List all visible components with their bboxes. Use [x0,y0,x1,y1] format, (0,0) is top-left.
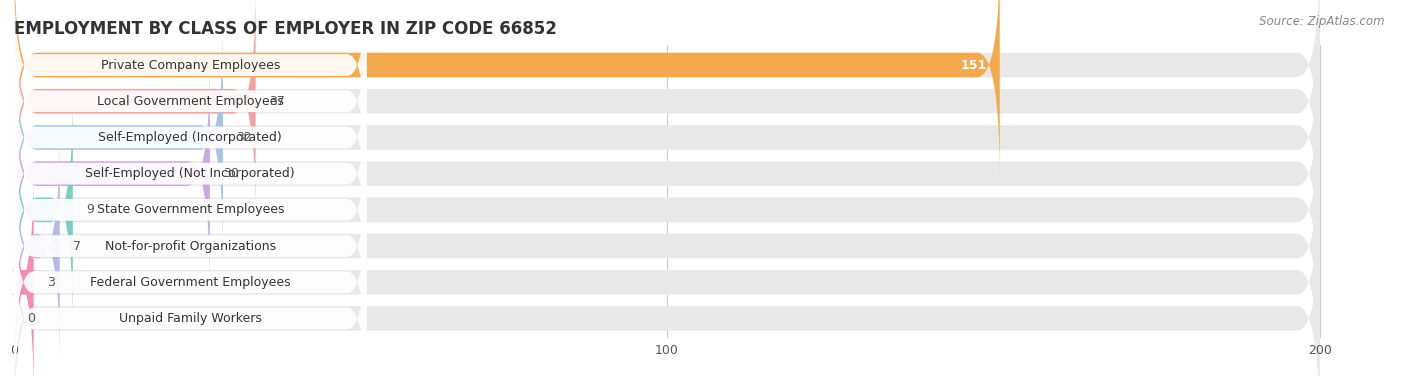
FancyBboxPatch shape [14,0,256,216]
FancyBboxPatch shape [14,23,1320,252]
FancyBboxPatch shape [14,3,367,199]
Text: 3: 3 [46,276,55,289]
Text: Private Company Employees: Private Company Employees [101,59,280,71]
FancyBboxPatch shape [14,96,1320,324]
FancyBboxPatch shape [14,168,1320,376]
FancyBboxPatch shape [14,0,1320,216]
FancyBboxPatch shape [14,96,73,324]
FancyBboxPatch shape [14,112,367,308]
Text: Local Government Employees: Local Government Employees [97,95,284,108]
Text: Self-Employed (Incorporated): Self-Employed (Incorporated) [98,131,283,144]
Text: 32: 32 [236,131,252,144]
FancyBboxPatch shape [14,132,1320,361]
Text: 30: 30 [224,167,239,180]
FancyBboxPatch shape [14,148,367,344]
FancyBboxPatch shape [14,0,1320,179]
Text: 151: 151 [960,59,987,71]
Text: 0: 0 [27,312,35,325]
FancyBboxPatch shape [14,23,224,252]
FancyBboxPatch shape [14,0,367,163]
Text: 37: 37 [269,95,284,108]
Text: Not-for-profit Organizations: Not-for-profit Organizations [105,240,276,253]
FancyBboxPatch shape [11,168,37,376]
Text: Self-Employed (Not Incorporated): Self-Employed (Not Incorporated) [86,167,295,180]
Text: Source: ZipAtlas.com: Source: ZipAtlas.com [1260,15,1385,28]
FancyBboxPatch shape [14,40,367,235]
FancyBboxPatch shape [14,0,1000,179]
Text: Unpaid Family Workers: Unpaid Family Workers [120,312,262,325]
FancyBboxPatch shape [14,185,367,376]
FancyBboxPatch shape [14,59,1320,288]
FancyBboxPatch shape [14,59,209,288]
FancyBboxPatch shape [14,76,367,271]
FancyBboxPatch shape [14,204,1320,376]
Text: Federal Government Employees: Federal Government Employees [90,276,291,289]
FancyBboxPatch shape [14,132,60,361]
FancyBboxPatch shape [14,221,367,376]
Text: State Government Employees: State Government Employees [97,203,284,216]
Text: EMPLOYMENT BY CLASS OF EMPLOYER IN ZIP CODE 66852: EMPLOYMENT BY CLASS OF EMPLOYER IN ZIP C… [14,20,557,38]
Text: 9: 9 [86,203,94,216]
Text: 7: 7 [73,240,80,253]
